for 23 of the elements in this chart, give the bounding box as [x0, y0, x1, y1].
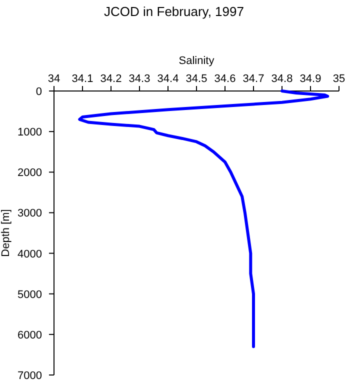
y-tick-label: 1000 [18, 126, 42, 139]
x-tick-label: 34.4 [157, 73, 179, 85]
x-tick-label: 34.9 [300, 73, 322, 85]
y-tick-label: 0 [36, 86, 42, 98]
x-axis-title: Salinity [178, 55, 215, 67]
line-series [78, 90, 330, 348]
x-tick-label: 34.6 [214, 73, 236, 85]
y-axis-title: Depth [m] [0, 209, 12, 257]
y-tick-label: 3000 [18, 208, 42, 220]
x-tick-label: 34 [48, 73, 60, 85]
x-tick-label: 34.1 [72, 73, 94, 85]
x-tick-label: 34.8 [271, 73, 293, 85]
x-tick-label: 34.2 [100, 73, 122, 85]
x-tick-label: 34.3 [128, 73, 150, 85]
y-tick-label: 5000 [18, 288, 42, 301]
y-tick-label: 6000 [18, 329, 42, 342]
y-tick-label: 2000 [18, 167, 42, 180]
x-tick-label: 34.7 [242, 73, 264, 85]
y-tick-label: 4000 [18, 248, 42, 260]
x-tick-label: 34.5 [186, 73, 208, 85]
chart-title: JCOD in February, 1997 [104, 4, 244, 19]
x-tick-label: 35 [332, 73, 346, 85]
y-tick-label: 7000 [18, 370, 42, 382]
